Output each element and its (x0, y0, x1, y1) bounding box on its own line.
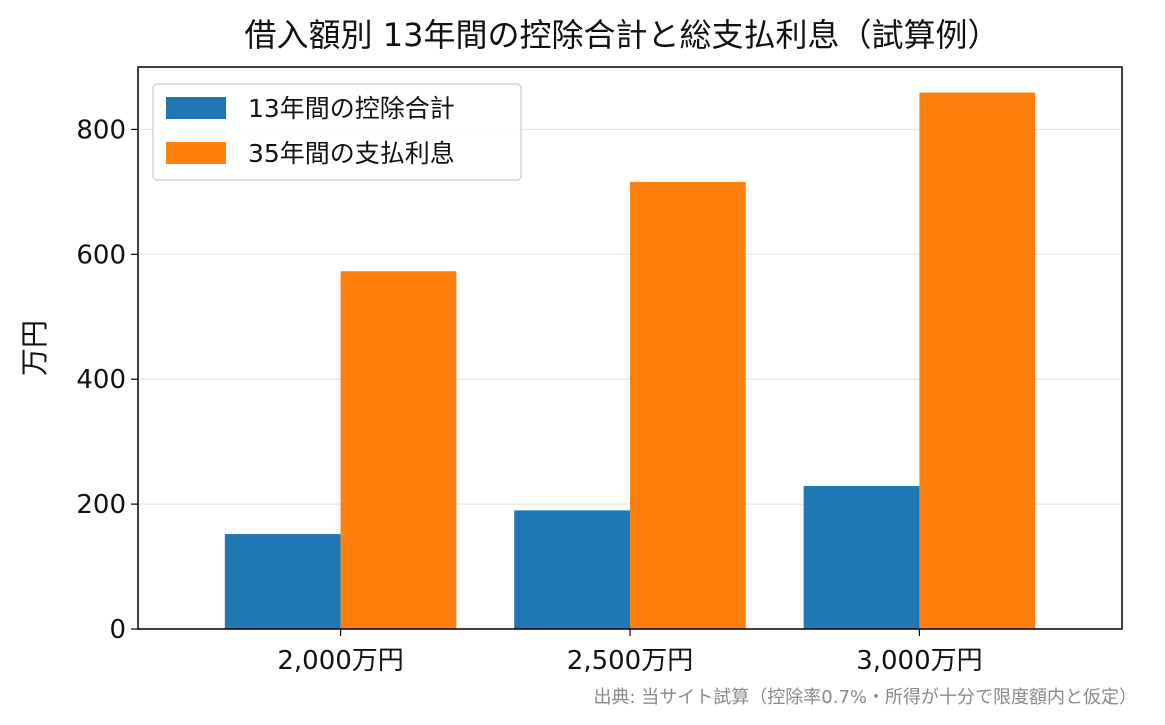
y-tick-label: 400 (76, 365, 126, 395)
y-tick-label: 0 (109, 615, 126, 645)
x-axis-ticks: 2,000万円 2,500万円 3,000万円 (277, 629, 983, 676)
bar-interest (340, 271, 457, 629)
source-note: 出典: 当サイト試算（控除率0.7%・所得が十分で限度額内と仮定） (593, 687, 1137, 708)
legend-label-deduction: 13年間の控除合計 (248, 94, 455, 123)
y-axis-ticks: 0 200 400 600 800 (76, 115, 138, 645)
legend-box (152, 83, 522, 181)
bar-deduction (803, 486, 920, 629)
x-tick-label: 2,000万円 (277, 646, 403, 676)
legend: 13年間の控除合計 35年間の支払利息 (152, 83, 522, 181)
legend-label-interest: 35年間の支払利息 (248, 139, 455, 168)
bar-deduction (514, 510, 630, 629)
x-tick-label: 3,000万円 (856, 646, 982, 676)
y-tick-label: 600 (76, 240, 126, 270)
bar-interest (630, 181, 746, 630)
y-tick-label: 800 (76, 115, 126, 145)
legend-swatch-interest (166, 142, 226, 164)
y-axis-label: 万円 (18, 320, 51, 376)
y-tick-label: 200 (76, 490, 126, 520)
chart-title: 借入額別 13年間の控除合計と総支払利息（試算例） (245, 16, 1000, 54)
bars (224, 92, 1036, 630)
bar-deduction (224, 534, 341, 629)
x-tick-label: 2,500万円 (567, 646, 693, 676)
legend-swatch-deduction (166, 97, 226, 119)
bar-interest (919, 92, 1036, 629)
